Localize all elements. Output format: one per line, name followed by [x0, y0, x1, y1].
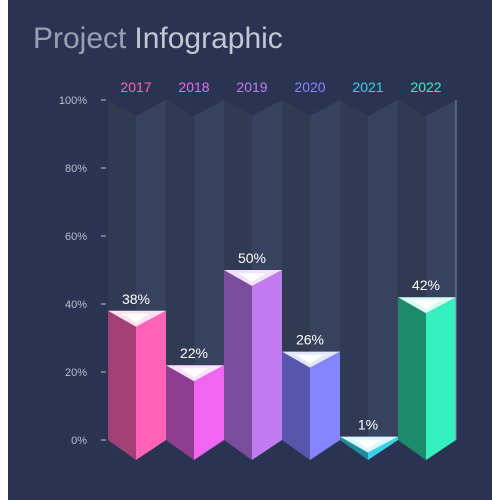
- bar-value-label: 38%: [122, 291, 150, 307]
- title-light-word: Project: [33, 22, 127, 55]
- bar-right-face: [136, 310, 166, 460]
- bar-top-arrow: [122, 313, 150, 323]
- x-category-label: 2019: [236, 79, 267, 95]
- bar-right-face: [252, 270, 282, 460]
- x-category-label: 2017: [120, 79, 151, 95]
- bar-left-face: [398, 297, 426, 460]
- chart-title: Project Infographic: [33, 22, 283, 55]
- bar-left-face: [166, 365, 194, 460]
- bar-value-label: 42%: [412, 277, 440, 293]
- x-category-label: 2022: [410, 79, 441, 95]
- x-category-label: 2020: [294, 79, 325, 95]
- x-category-label: 2021: [352, 79, 383, 95]
- bar-right-face: [368, 436, 398, 460]
- bar-right-face: [426, 297, 456, 460]
- bar-left-face: [224, 270, 252, 460]
- bar-left-face: [282, 351, 310, 460]
- bar-top-arrow: [354, 439, 382, 449]
- bar-top-arrow: [180, 368, 208, 378]
- bar-left-face: [340, 436, 368, 460]
- bar-track-shade: [340, 100, 368, 460]
- bar-top-arrow: [412, 300, 440, 310]
- bar-right-face: [310, 351, 340, 460]
- bar-left-face: [108, 310, 136, 460]
- y-tick-label: 20%: [65, 367, 87, 379]
- bar-right-face: [194, 365, 224, 460]
- y-tick-label: 40%: [65, 299, 87, 311]
- title-bold-word: Infographic: [134, 22, 282, 55]
- bar-value-label: 50%: [238, 250, 266, 266]
- bar-value-label: 26%: [296, 332, 324, 348]
- bar-track: [340, 100, 398, 460]
- bar-top-arrow: [296, 354, 324, 364]
- x-category-label: 2018: [178, 79, 209, 95]
- bar-value-label: 1%: [358, 417, 378, 433]
- bar-value-label: 22%: [180, 345, 208, 361]
- y-tick-label: 0%: [71, 435, 87, 447]
- y-tick-label: 60%: [65, 231, 87, 243]
- bar-top-arrow: [238, 273, 266, 282]
- y-tick-label: 80%: [65, 163, 87, 175]
- y-tick-label: 100%: [59, 95, 87, 107]
